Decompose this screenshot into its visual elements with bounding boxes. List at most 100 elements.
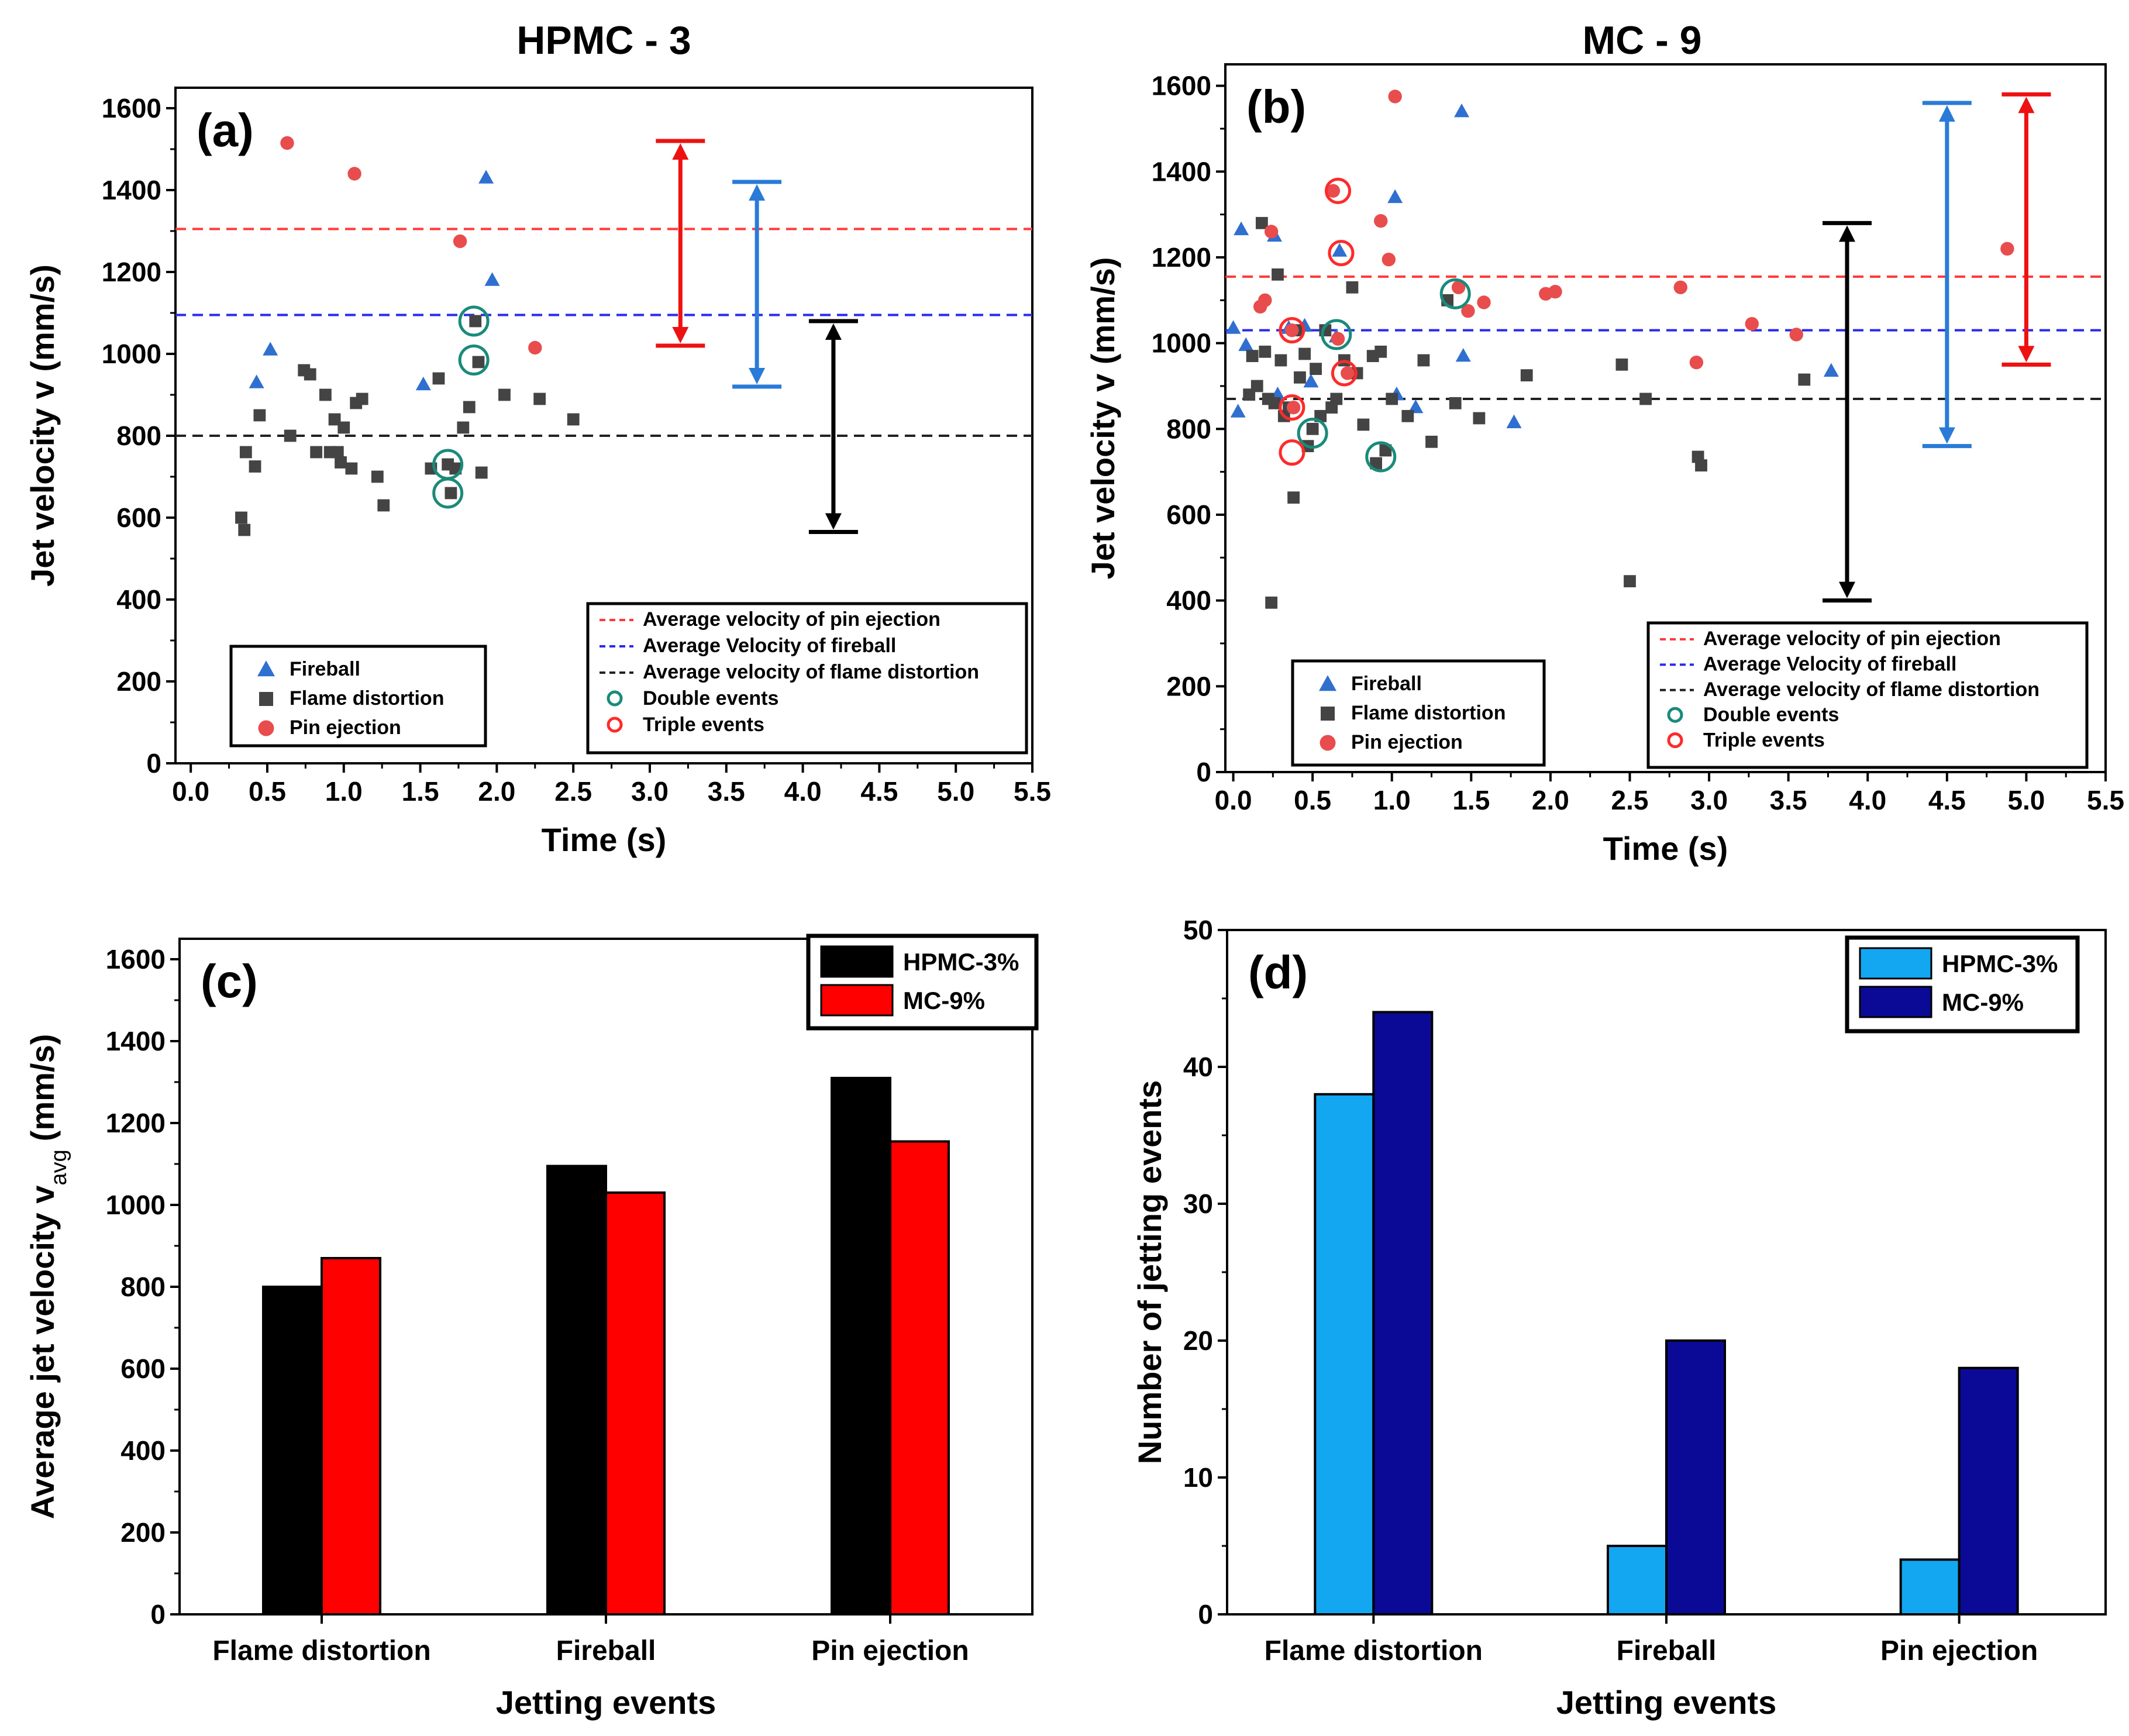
- data-point: [238, 523, 251, 536]
- legend-swatch: [820, 945, 894, 978]
- bar: [1607, 1545, 1668, 1616]
- data-point: [235, 511, 247, 524]
- data-point: [472, 356, 485, 368]
- x-tick-label: 1.0: [1373, 785, 1411, 815]
- y-tick-label: 0: [146, 748, 161, 779]
- x-tick-label: 4.0: [784, 776, 822, 807]
- data-point: [1272, 268, 1284, 281]
- data-point: [1265, 596, 1278, 609]
- legend-event-circle: [1667, 707, 1683, 723]
- data-point: [463, 401, 476, 414]
- panel-label: (a): [197, 104, 254, 156]
- double-event-circle: [432, 477, 464, 509]
- y-tick-label: 200: [1166, 671, 1211, 701]
- legend-label: MC-9%: [903, 987, 985, 1014]
- triple-event-circle: [1331, 360, 1358, 387]
- category-label: Flame distortion: [212, 1635, 430, 1666]
- data-point: [1370, 457, 1383, 470]
- double-event-circle: [1365, 441, 1397, 473]
- y-tick-label: 1000: [106, 1190, 166, 1220]
- velocity-range-arrow-head-top: [1838, 225, 1855, 242]
- y-axis-label-units: (mm/s): [24, 1034, 61, 1142]
- data-point: [1451, 280, 1466, 295]
- data-point: [1294, 371, 1306, 384]
- data-point: [1268, 397, 1281, 409]
- legend-marker: [259, 692, 273, 706]
- y-tick-label: 400: [120, 1435, 166, 1466]
- velocity-range-arrow-head-bottom: [749, 368, 766, 384]
- y-tick-label: 1600: [1152, 71, 1211, 101]
- data-point: [1455, 348, 1471, 362]
- x-tick-label: 5.0: [937, 776, 974, 807]
- plot-frame: [1224, 63, 2107, 773]
- bar: [1899, 1558, 1961, 1616]
- y-axis-label-main: Average jet velocity v: [24, 1186, 61, 1520]
- bar: [1372, 1011, 1434, 1616]
- bar: [831, 1077, 891, 1616]
- velocity-range-arrow-head-top: [1938, 105, 1955, 122]
- data-point: [1689, 355, 1704, 370]
- data-point: [1798, 373, 1811, 386]
- legend-label: Fireball: [1351, 673, 1422, 695]
- data-point: [371, 470, 384, 483]
- data-point: [1454, 104, 1470, 118]
- panel-label: (b): [1246, 81, 1306, 133]
- y-tick-label: 1200: [102, 257, 161, 287]
- x-tick-label: 0.0: [1215, 785, 1252, 815]
- data-point: [1374, 213, 1388, 228]
- data-point: [249, 374, 264, 388]
- x-tick-label: 2.5: [554, 776, 592, 807]
- triple-event-circle: [1279, 317, 1305, 344]
- data-point: [478, 170, 494, 184]
- category-label: Flame distortion: [1265, 1635, 1483, 1666]
- data-point: [1615, 358, 1628, 371]
- x-tick-label: 4.5: [1928, 785, 1966, 815]
- x-axis-label: Time (s): [542, 821, 667, 858]
- category-label: Fireball: [1617, 1635, 1717, 1666]
- velocity-range-arrow: [656, 139, 705, 348]
- data-point: [1745, 316, 1759, 331]
- data-point: [1298, 347, 1311, 360]
- y-tick-label: 600: [120, 1353, 166, 1384]
- legend-label: Triple events: [1703, 729, 1825, 752]
- data-point: [567, 413, 580, 426]
- data-point: [1332, 243, 1348, 257]
- y-tick-label: 1200: [106, 1108, 166, 1138]
- y-tick-label: 400: [116, 584, 161, 615]
- y-axis-label-subscript: avg: [47, 1149, 71, 1185]
- x-tick-label: 5.5: [1014, 776, 1051, 807]
- y-tick-label: 1200: [1152, 242, 1211, 273]
- data-point: [1303, 374, 1319, 388]
- x-tick-label: 3.0: [631, 776, 669, 807]
- bar: [321, 1257, 381, 1616]
- y-tick-label: 800: [120, 1272, 166, 1302]
- double-event-circle: [458, 345, 490, 376]
- triple-event-circle: [1325, 177, 1352, 204]
- velocity-range-arrow-head-top: [2018, 97, 2035, 113]
- panel-d: 0 10 20 30 40 50 Flame distortion Fireball Pin e…: [1131, 915, 2107, 1721]
- x-axis-label: Jetting events: [1556, 1684, 1777, 1721]
- category-label: Pin ejection: [811, 1635, 969, 1666]
- x-tick-label: 1.0: [325, 776, 363, 807]
- data-point: [469, 315, 482, 328]
- x-axis-label: Time (s): [1603, 830, 1728, 867]
- data-point: [453, 234, 467, 249]
- y-tick-label: 30: [1183, 1189, 1213, 1219]
- data-point: [1225, 320, 1241, 334]
- y-tick-label: 1400: [106, 1026, 166, 1056]
- panel-b: 0 200 400 600 800 1000 1200 1400 1600 0.0 0.5 1.0 1.…: [1084, 18, 2124, 867]
- y-tick-label: 0: [1196, 757, 1211, 787]
- data-point: [249, 460, 261, 473]
- data-point: [337, 421, 350, 434]
- legend-label: Average velocity of pin ejection: [643, 608, 941, 631]
- triple-event-circle: [1279, 439, 1305, 466]
- data-point: [239, 446, 252, 459]
- data-point: [432, 372, 445, 385]
- bar: [262, 1286, 323, 1616]
- x-tick-label: 4.0: [1849, 785, 1886, 815]
- velocity-range-arrow-head-top: [825, 323, 842, 340]
- velocity-range-arrow-head-bottom: [1938, 427, 1955, 444]
- y-axis-label: Jet velocity v (mm/s): [1084, 257, 1121, 580]
- x-tick-label: 0.5: [1294, 785, 1331, 815]
